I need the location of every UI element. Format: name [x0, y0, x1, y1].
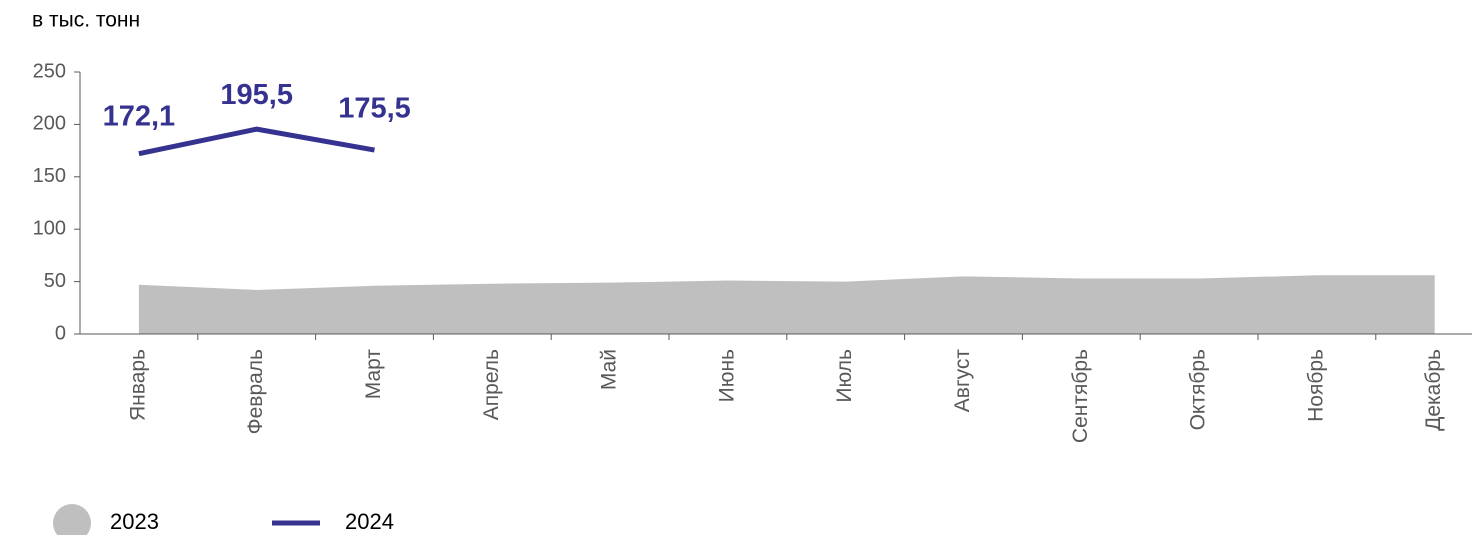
x-tick-label: Июнь — [715, 349, 738, 402]
y-tick-label: 50 — [44, 270, 66, 292]
x-tick-label: Июль — [833, 349, 856, 403]
area — [138, 275, 1435, 334]
y-tick-label: 200 — [33, 113, 66, 135]
y-tick-label: 150 — [33, 165, 66, 187]
chart-title: в тыс. тонн — [32, 9, 140, 32]
x-tick-label: Октябрь — [1187, 349, 1210, 430]
line — [138, 126, 375, 157]
x-tick-label: Март — [362, 349, 385, 400]
y-tick-label: 250 — [33, 60, 66, 82]
legend-label: 2023 — [110, 509, 159, 534]
x-tick-label: Февраль — [244, 349, 267, 434]
data-label: 195,5 — [220, 79, 293, 111]
x-tick-label: Апрель — [480, 349, 503, 420]
x-tick-label: Май — [598, 349, 621, 390]
x-tick-label: Август — [951, 349, 974, 413]
legend-swatch — [53, 504, 91, 535]
x-tick-label: Ноябрь — [1304, 349, 1327, 422]
data-label: 172,1 — [103, 100, 176, 132]
x-tick-label: Сентябрь — [1069, 349, 1092, 443]
x-tick-label: Декабрь — [1422, 349, 1445, 431]
data-label: 175,5 — [338, 93, 411, 125]
x-tick-label: Январь — [126, 349, 149, 421]
y-tick-label: 0 — [55, 322, 66, 344]
y-tick-label: 100 — [33, 217, 66, 239]
legend-label: 2024 — [345, 509, 394, 534]
